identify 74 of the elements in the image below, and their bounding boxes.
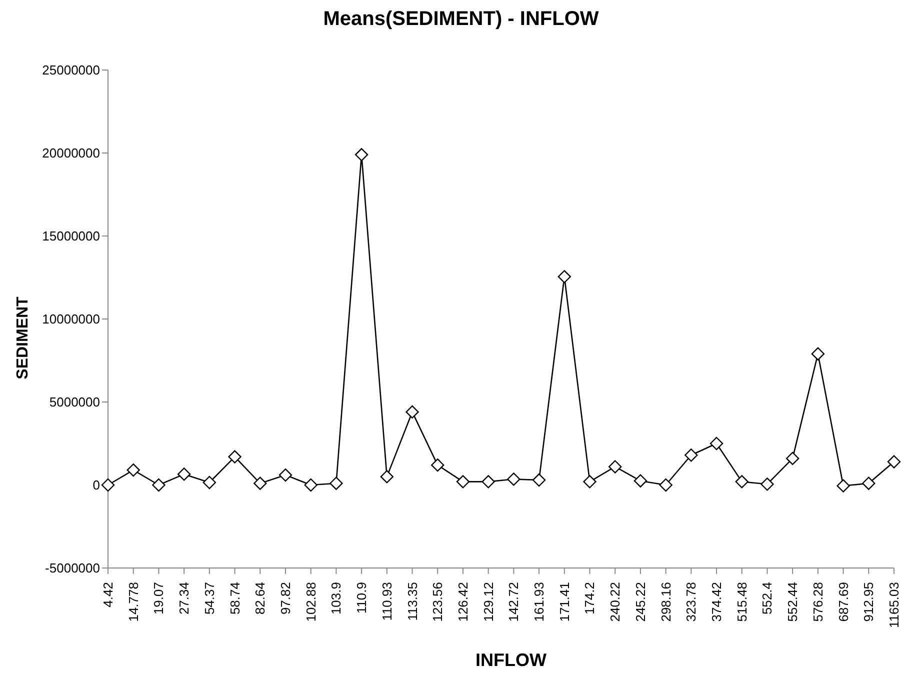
x-tick-label: 123.56: [430, 582, 446, 622]
point: [482, 475, 495, 488]
x-tick-label: 552.4: [760, 582, 775, 615]
point: [330, 476, 343, 490]
point: [583, 475, 596, 488]
x-tick-label: 4.42: [100, 582, 116, 608]
x-tick-label: 110.93: [379, 582, 394, 621]
x-tick-label: 54.37: [202, 582, 217, 615]
point: [760, 478, 774, 491]
point: [684, 448, 698, 462]
y-tick-label: 5000000: [49, 394, 100, 410]
x-tick-label: 126.42: [455, 582, 470, 622]
x-tick-label: 298.16: [658, 582, 674, 622]
point: [634, 474, 648, 488]
y-tick-label: 10000000: [42, 312, 100, 327]
x-tick-label: 103.9: [328, 582, 344, 615]
point: [406, 405, 419, 419]
point: [126, 463, 140, 477]
x-tick-label: 14.778: [126, 582, 141, 622]
point: [862, 476, 876, 490]
point: [152, 478, 166, 492]
x-tick-label: 102.88: [303, 582, 318, 622]
chart-title: Means(SEDIMENT) - INFLOW: [322, 8, 600, 32]
x-tick-label: 129.12: [480, 582, 496, 622]
point: [101, 478, 115, 492]
x-axis-title: INFLOW: [474, 650, 548, 671]
point: [558, 270, 571, 284]
x-tick-label: 110.9: [354, 582, 370, 614]
x-tick-label: 82.64: [252, 582, 268, 615]
y-tick-label: 0: [92, 478, 100, 493]
y-tick-label: 25000000: [42, 62, 100, 78]
x-tick-label: 27.34: [176, 582, 192, 615]
point: [177, 468, 191, 481]
point: [380, 470, 394, 484]
x-tick-label: 552.44: [785, 582, 800, 622]
x-tick-label: 374.42: [709, 582, 724, 622]
point: [304, 478, 318, 492]
x-tick-label: 113.35: [404, 582, 420, 621]
point: [202, 476, 216, 490]
x-tick-label: 323.78: [684, 582, 699, 622]
point: [786, 452, 800, 466]
point: [228, 450, 242, 464]
point: [507, 472, 520, 486]
x-tick-label: 687.69: [836, 582, 851, 622]
point: [836, 479, 850, 492]
y-tick-label: 20000000: [42, 146, 100, 161]
x-tick-label: 171.41: [556, 582, 572, 622]
x-tick-label: 912.95: [861, 582, 876, 622]
x-tick-label: 58.74: [227, 582, 242, 615]
x-tick-label: 142.72: [506, 582, 522, 622]
y-tick-label: 15000000: [42, 228, 100, 244]
point: [735, 475, 748, 488]
x-tick-label: 240.22: [608, 582, 623, 622]
x-tick-label: 576.28: [810, 582, 826, 622]
y-tick-label: -5000000: [45, 560, 100, 576]
point: [608, 460, 622, 474]
x-tick-label: 161.93: [532, 582, 547, 622]
y-axis-title: SEDIMENT: [14, 296, 32, 380]
point: [431, 458, 444, 472]
point: [278, 468, 292, 482]
x-tick-label: 19.07: [151, 582, 166, 615]
point: [456, 475, 470, 488]
point: [532, 473, 546, 487]
x-tick-label: 515.48: [734, 582, 750, 622]
x-tick-label: 174.2: [582, 582, 598, 615]
point: [811, 347, 825, 360]
point: [354, 148, 368, 162]
point: [254, 476, 267, 490]
point: [659, 478, 672, 492]
point: [887, 455, 901, 468]
x-tick-label: 245.22: [632, 582, 648, 622]
point: [710, 436, 724, 450]
x-tick-label: 97.82: [278, 582, 293, 615]
x-tick-label: 1165.03: [886, 582, 902, 628]
